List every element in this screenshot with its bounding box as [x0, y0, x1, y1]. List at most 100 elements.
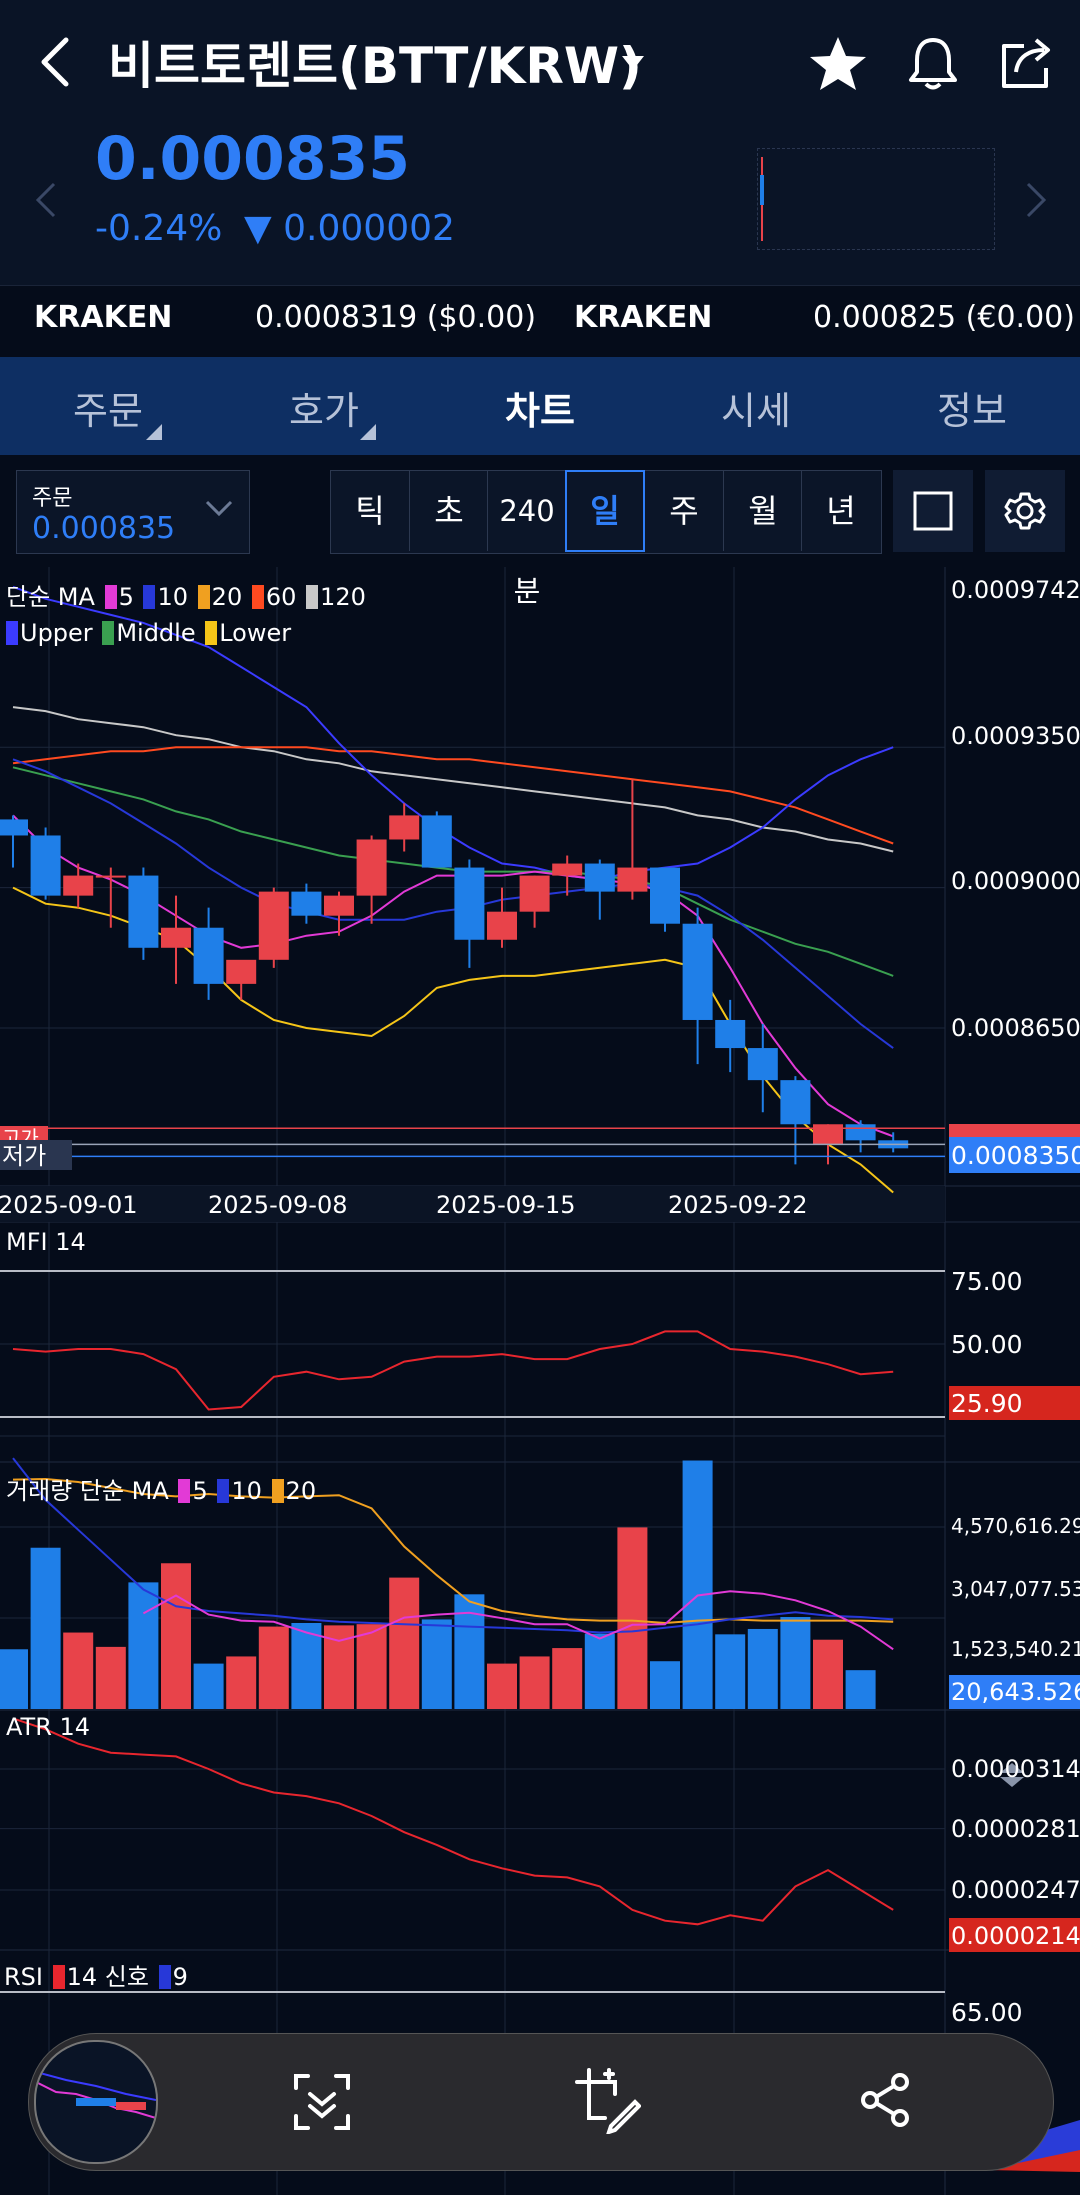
exchange-value-2: 0.000825 (€0.00) — [813, 300, 1075, 335]
drawing-tool-button[interactable] — [893, 470, 973, 552]
volume-bar — [519, 1656, 550, 1709]
price-axis-label: 0.0009742 — [951, 576, 1080, 604]
tab-orderbook-menu-icon — [360, 424, 376, 440]
candle — [258, 891, 289, 960]
candle — [128, 875, 159, 948]
candle — [389, 815, 420, 840]
ma10-swatch — [143, 585, 156, 609]
share-icon[interactable] — [856, 2070, 916, 2130]
thumbnail-preview-icon — [36, 2071, 156, 2119]
chevron-right-icon[interactable] — [1024, 180, 1048, 220]
period-week[interactable]: 주 — [669, 492, 699, 530]
change-percent: -0.24% — [95, 208, 223, 249]
rsi-signal-swatch — [158, 1965, 171, 1989]
vol-ma10-line — [12, 1457, 894, 1634]
change-amount: ▼ 0.000002 — [244, 208, 455, 249]
exchange-name-1: KRAKEN — [34, 300, 173, 335]
tab-market-price[interactable]: 시세 — [721, 389, 791, 433]
tab-orderbook[interactable]: 호가 — [289, 389, 359, 433]
order-select-label: 주문 — [32, 486, 73, 511]
ma20-swatch — [197, 585, 210, 609]
volume-bar — [650, 1661, 680, 1709]
main-tabs — [0, 357, 1080, 455]
star-icon[interactable] — [808, 34, 868, 92]
candle — [226, 959, 257, 984]
candle — [715, 1019, 746, 1049]
tab-chart[interactable]: 차트 — [505, 389, 575, 433]
period-tick[interactable]: 틱 — [355, 492, 385, 530]
edit-crop-icon[interactable] — [575, 2068, 641, 2134]
upper-label: Upper — [20, 619, 93, 647]
chevron-left-icon[interactable] — [34, 180, 58, 220]
exchange-value-1: 0.0008319 ($0.00) — [255, 300, 537, 335]
scroll-capture-icon[interactable] — [292, 2072, 352, 2132]
ma60-label: 60 — [265, 583, 297, 611]
ma20-label: 20 — [211, 583, 243, 611]
bell-icon[interactable] — [905, 34, 961, 92]
current-price: 0.000835 — [95, 124, 411, 194]
volume-axis-label: 4,570,616.298 — [951, 1514, 1080, 1538]
period-240min[interactable]: 240분 — [487, 471, 566, 608]
rsi-nine-label: 9 — [172, 1963, 188, 1991]
ma10-label: 10 — [157, 583, 189, 611]
period-month[interactable]: 월 — [723, 471, 802, 551]
mfi-current-label: 25.90 — [951, 1389, 1023, 1418]
share-icon[interactable] — [998, 36, 1056, 90]
mfi-panel-chart — [0, 1270, 945, 1418]
lower-swatch — [205, 621, 218, 645]
chart-settings-button[interactable] — [985, 470, 1065, 552]
price-legend-1: 단순 MA 5 10 20 60 120 — [6, 577, 366, 612]
candle — [421, 815, 452, 868]
date-axis-label: 2025-09-01 — [0, 1191, 137, 1219]
tab-order-menu-icon — [146, 424, 162, 440]
screenshot-thumbnail[interactable] — [34, 2040, 158, 2164]
middle-label: Middle — [116, 619, 196, 647]
vol-ma5-label: 5 — [192, 1477, 208, 1505]
period-selector — [330, 470, 882, 554]
candle — [30, 835, 61, 896]
volume-bar — [226, 1656, 257, 1709]
page-title[interactable]: 비트토렌트(BTT/KRW) — [108, 37, 642, 95]
period-day[interactable]: 일 — [565, 470, 645, 552]
candle — [682, 923, 713, 1020]
volume-legend-label: 거래량 단순 MA — [6, 1477, 169, 1505]
period-year[interactable]: 년 — [801, 471, 880, 551]
order-select-value: 0.000835 — [32, 511, 176, 546]
volume-axis-label: 3,047,077.532 — [951, 1577, 1080, 1601]
candle — [95, 875, 126, 878]
volume-bar — [584, 1633, 615, 1709]
ma60-line — [12, 746, 894, 845]
atr-current-tag — [949, 1918, 1080, 1952]
bb-lower-line — [12, 886, 894, 1194]
volume-bar — [617, 1527, 648, 1709]
square-icon — [913, 491, 953, 531]
chevron-down-icon[interactable] — [620, 54, 646, 72]
volume-bar — [30, 1547, 61, 1709]
ma-legend-label: 단순 MA — [6, 583, 95, 611]
ma5-line — [12, 814, 894, 1138]
low-tag-label: 저가 — [2, 1142, 46, 1170]
exchange-bar — [0, 285, 1080, 356]
tab-info[interactable]: 정보 — [937, 389, 1007, 433]
tab-order[interactable]: 주문 — [73, 389, 143, 433]
atr-axis-label: 0.0000247 — [951, 1876, 1080, 1904]
price-panel — [0, 120, 1080, 285]
exchange-name-2: KRAKEN — [574, 300, 713, 335]
candle — [584, 863, 615, 892]
chevron-down-icon — [205, 500, 233, 517]
volume-bar — [747, 1628, 778, 1709]
scale-handle-up-icon — [1000, 1763, 1024, 1773]
low-tag — [0, 1140, 72, 1170]
ma5-swatch — [104, 585, 117, 609]
rsi-swatch — [52, 1965, 65, 1989]
back-icon[interactable] — [36, 36, 76, 88]
candle — [0, 819, 28, 836]
vol-ma10-label: 10 — [231, 1477, 262, 1505]
volume-bar — [128, 1582, 159, 1709]
mfi-axis-label: 50.00 — [951, 1330, 1023, 1359]
candle — [552, 863, 583, 876]
order-select[interactable] — [16, 470, 250, 554]
period-second[interactable]: 초 — [409, 471, 488, 551]
